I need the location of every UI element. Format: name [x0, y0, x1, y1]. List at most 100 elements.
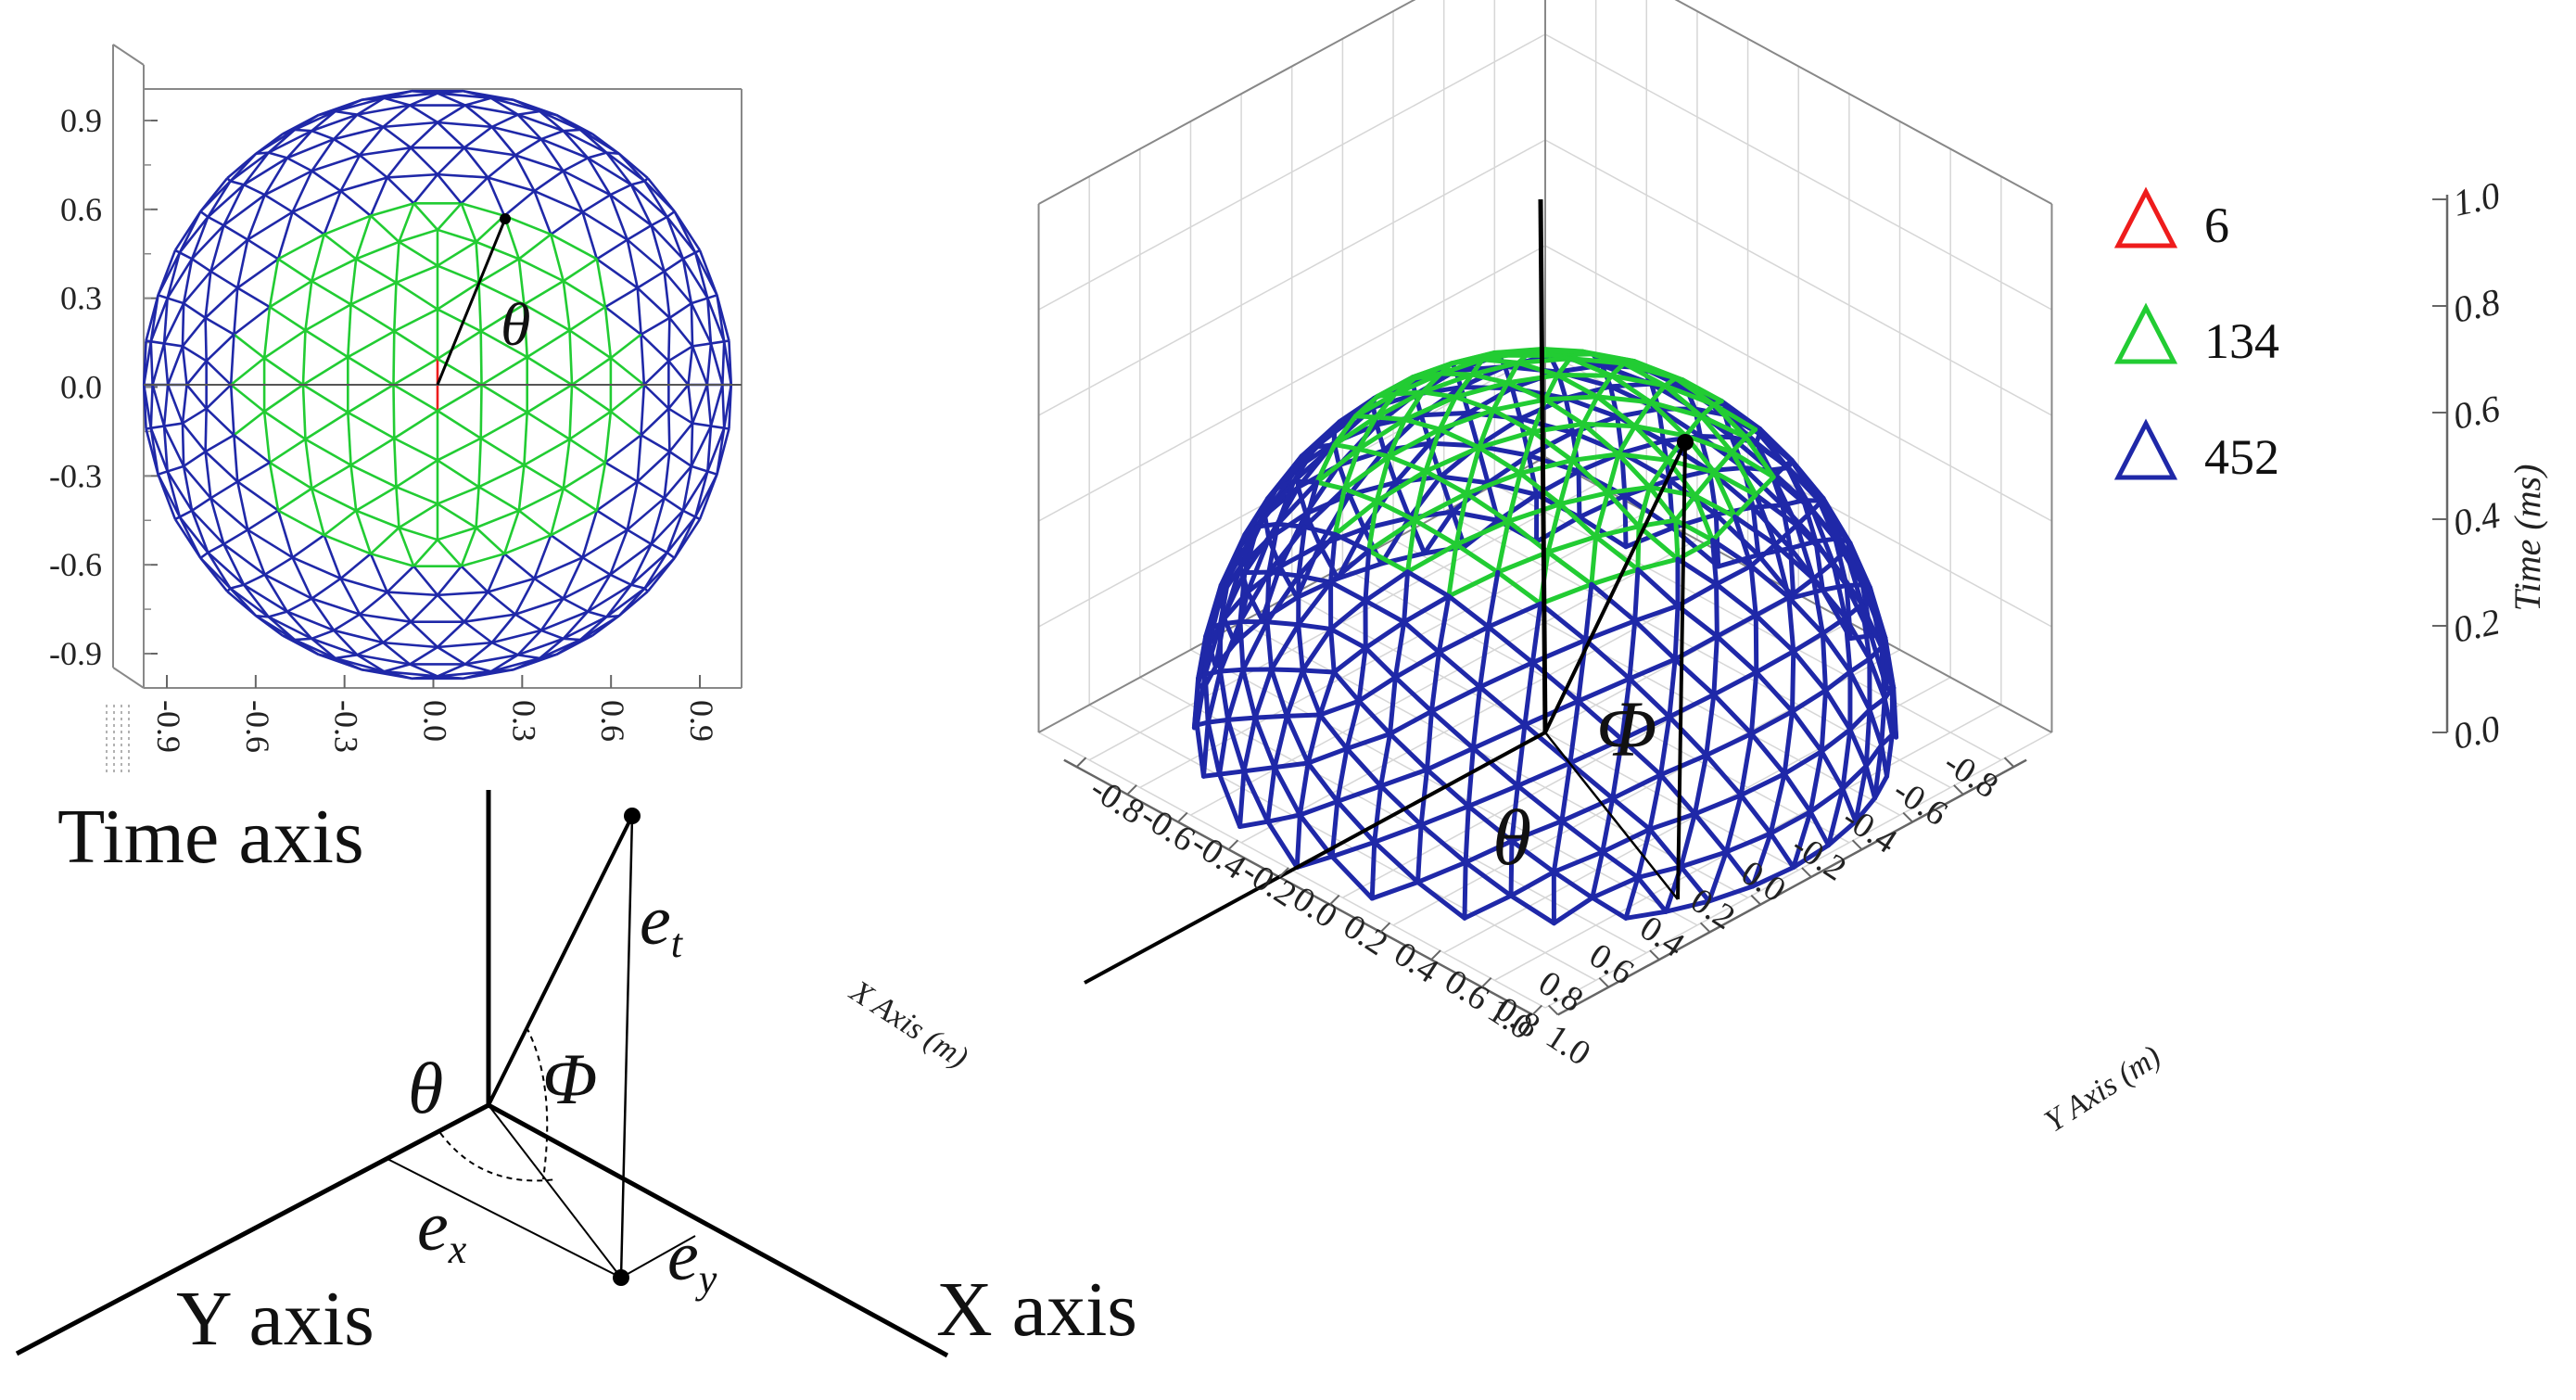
mesh-edge	[668, 302, 692, 319]
mesh-edge	[1478, 684, 1528, 728]
dome-y-tick-label: 0.4	[1387, 935, 1445, 991]
mesh-edge	[204, 434, 235, 453]
mesh-edge	[1225, 524, 1260, 580]
mesh-edge	[503, 214, 552, 235]
mesh-edge	[595, 259, 607, 308]
mesh-edge	[340, 176, 388, 193]
mesh-edge	[1622, 493, 1629, 550]
mesh-edge	[340, 577, 388, 593]
mesh-edge	[1300, 668, 1323, 718]
mesh-edge	[255, 615, 296, 642]
mesh-edge	[1205, 719, 1223, 777]
dome-x-tick	[1699, 922, 1711, 934]
mesh-edge	[681, 465, 693, 511]
mesh-edge	[533, 556, 583, 580]
mesh-edge	[1813, 539, 1825, 592]
mesh-edge	[398, 202, 415, 243]
inset-x-tick-label: -0.6	[239, 700, 276, 753]
mesh-edge	[523, 304, 528, 358]
mesh-edge	[627, 223, 653, 241]
mesh-edge	[591, 133, 620, 155]
mesh-edge	[181, 346, 188, 386]
inset-x-tick-label: -0.9	[150, 700, 187, 753]
mesh-edge	[1704, 692, 1717, 758]
dome-z-tick-label: 0.0	[2450, 706, 2504, 757]
mesh-edge	[1567, 760, 1616, 801]
mesh-edge	[523, 412, 528, 465]
mesh-edge	[311, 597, 361, 616]
mesh-edge	[355, 240, 400, 261]
mesh-edge	[1794, 523, 1816, 581]
mesh-edge	[1305, 760, 1340, 804]
mesh-edge	[1750, 865, 1796, 889]
dome-vector	[1543, 441, 1687, 733]
mesh-edge	[1254, 521, 1280, 529]
mesh-edge	[437, 172, 489, 179]
mesh-edge	[412, 565, 439, 596]
mesh-edge	[663, 497, 684, 512]
dome-legend: 6 134 452	[2113, 186, 2279, 485]
inset-y-tick-label: 0.3	[60, 280, 102, 317]
mesh-edge	[1545, 502, 1563, 554]
mesh-edge	[667, 360, 690, 386]
mesh-edge	[1723, 793, 1744, 855]
mesh-edge	[191, 258, 212, 273]
mesh-edge	[1275, 521, 1307, 529]
mesh-edge	[230, 180, 245, 186]
mesh-edge	[233, 434, 271, 464]
mesh-edge	[663, 270, 692, 305]
mesh-edge	[539, 597, 565, 631]
mesh-edge	[1605, 484, 1653, 496]
mesh-edge	[204, 451, 212, 499]
mesh-edge	[1356, 675, 1398, 704]
mesh-edge	[1296, 622, 1305, 673]
x-axis-line	[1557, 758, 2027, 1016]
mesh-edge	[1748, 708, 1796, 736]
mesh-edge	[383, 641, 438, 649]
mesh-edge	[1291, 442, 1338, 484]
mesh-edge	[1707, 884, 1756, 904]
mesh-edge	[339, 553, 372, 579]
mesh-edge	[302, 356, 349, 387]
mesh-edge	[673, 210, 702, 251]
mesh-edge	[1683, 414, 1705, 439]
mesh-edge	[563, 487, 598, 512]
mesh-edge	[1699, 414, 1734, 455]
mesh-edge	[693, 474, 718, 518]
mesh-edge	[609, 194, 653, 227]
mesh-edge	[479, 384, 483, 439]
mesh-edge	[268, 259, 280, 308]
mesh-edge	[1412, 490, 1469, 523]
mesh-edge	[514, 597, 565, 616]
mesh-edge	[550, 509, 598, 537]
mesh-edge	[392, 438, 398, 488]
mesh-edge	[335, 109, 358, 116]
mesh-edge	[1428, 684, 1483, 714]
mesh-edge	[663, 465, 692, 500]
mesh-edge	[1328, 531, 1338, 585]
mesh-edge	[1486, 569, 1501, 630]
mesh-edge	[1710, 538, 1719, 587]
mesh-edge	[646, 177, 676, 212]
mesh-edge	[1542, 394, 1600, 402]
mesh-edge	[1627, 618, 1638, 681]
mesh-edge	[142, 341, 153, 386]
mesh-edge	[183, 451, 207, 467]
inset-vector-point	[500, 213, 511, 224]
mesh-edge	[1656, 406, 1666, 444]
mesh-edge	[311, 138, 336, 172]
mesh-edge	[581, 510, 599, 558]
mesh-edge	[191, 509, 225, 545]
mesh-edge	[1392, 675, 1434, 714]
mesh-edge	[1692, 753, 1709, 817]
mesh-edge	[437, 459, 480, 489]
mesh-edge	[604, 434, 642, 464]
mesh-edge	[233, 287, 239, 335]
mesh-edge	[151, 343, 166, 386]
mesh-edge	[1495, 569, 1543, 606]
mesh-edge	[1378, 783, 1424, 828]
inset-x-tick-label: -0.3	[328, 700, 365, 753]
mesh-edge	[1202, 621, 1223, 677]
mesh-edge	[398, 503, 438, 529]
mesh-edge	[205, 407, 235, 437]
